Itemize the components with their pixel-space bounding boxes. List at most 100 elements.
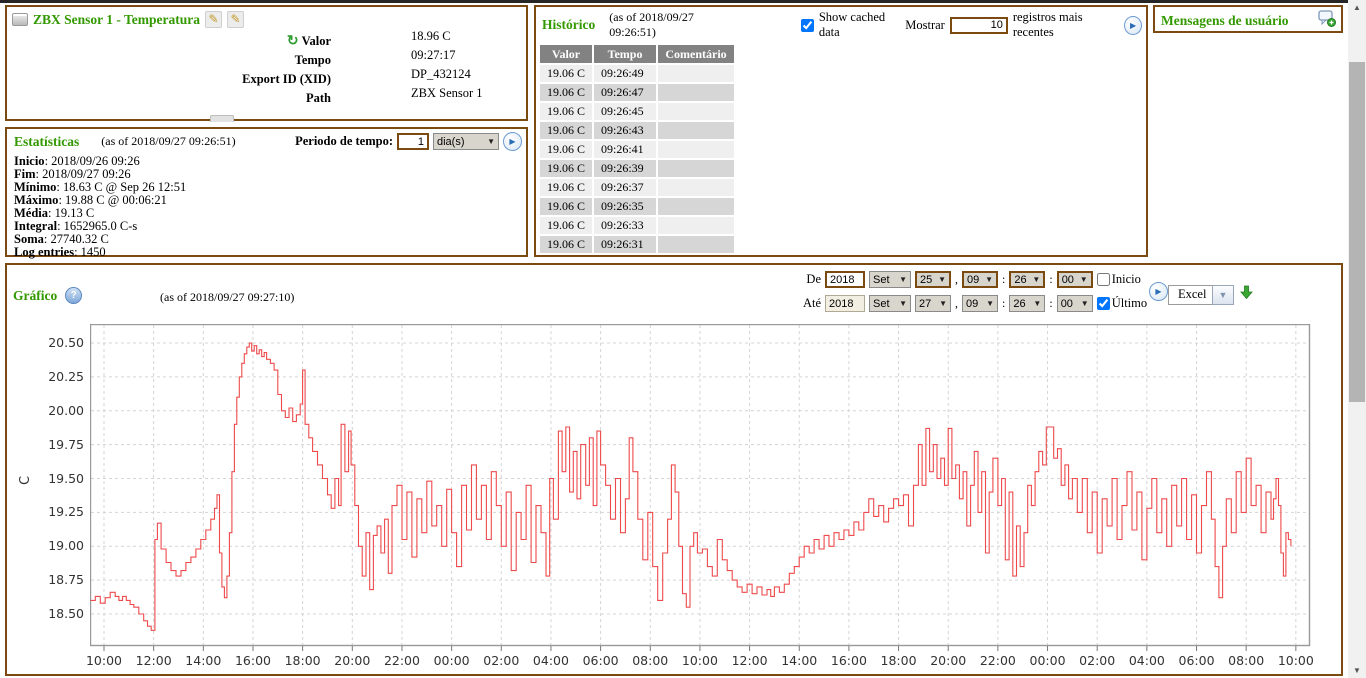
panel-resize-grip[interactable] (210, 115, 234, 122)
help-icon[interactable]: ? (65, 287, 83, 304)
point-detail-row: ↻ Valor 18.96 C (7, 29, 526, 51)
x-tick-label: 10:00 (681, 653, 718, 668)
history-column-header: Valor (540, 45, 593, 63)
inicio-label: Inicio (1111, 272, 1141, 286)
statistics-asof: (as of 2018/09/27 09:26:51) (101, 134, 236, 148)
from-hour-value: 09 (967, 273, 980, 286)
refresh-chart-button[interactable]: ▶ (1149, 282, 1168, 301)
chart-title: Gráfico (13, 287, 58, 303)
to-second-value: 00 (1060, 297, 1073, 310)
table-cell: 09:26:37 (594, 179, 657, 196)
table-row: 19.06 C 09:26:31 (540, 236, 735, 253)
to-day-select[interactable]: 27 ▼ (915, 295, 951, 312)
table-cell: 19.06 C (540, 122, 593, 139)
x-tick-label: 04:00 (1128, 653, 1165, 668)
table-cell: 19.06 C (540, 236, 593, 253)
from-year-input[interactable] (825, 271, 865, 288)
chevron-down-icon: ▼ (899, 299, 907, 308)
table-cell (658, 103, 735, 120)
x-tick-label: 12:00 (135, 653, 172, 668)
y-tick-label: 20.50 (48, 335, 84, 350)
to-year-input[interactable] (825, 295, 865, 312)
inicio-checkbox[interactable] (1096, 273, 1110, 286)
stat-line: Soma: 27740.32 C (14, 232, 109, 246)
datapoint-icon (12, 13, 28, 26)
scrollbar-thumb[interactable] (1349, 62, 1365, 402)
ultimo-checkbox[interactable] (1096, 297, 1110, 310)
x-tick-label: 14:00 (185, 653, 222, 668)
table-row: 19.06 C 09:26:49 (540, 65, 735, 82)
from-month-select[interactable]: Set ▼ (869, 271, 911, 288)
point-detail-label: ↻ Valor (286, 34, 331, 49)
to-hour-value: 09 (966, 297, 979, 310)
refresh-statistics-button[interactable]: ▶ (503, 132, 522, 151)
y-tick-label: 19.25 (48, 504, 84, 520)
ate-label: Até (802, 296, 821, 310)
period-unit-select[interactable]: dia(s) ▼ (433, 133, 499, 150)
table-cell: 19.06 C (540, 217, 593, 234)
x-tick-label: 18:00 (284, 653, 321, 668)
x-tick-label: 06:00 (1178, 653, 1215, 668)
from-minute-select[interactable]: 26 ▼ (1009, 271, 1046, 288)
x-tick-label: 08:00 (632, 653, 669, 668)
scroll-down-icon[interactable]: ▼ (1353, 666, 1361, 675)
add-message-icon[interactable] (1318, 10, 1336, 31)
table-row: 19.06 C 09:26:41 (540, 141, 735, 158)
x-tick-label: 16:00 (234, 653, 271, 668)
vertical-scrollbar[interactable]: ▲ ▼ (1348, 0, 1366, 678)
refresh-history-button[interactable]: ▶ (1124, 15, 1142, 35)
from-day-select[interactable]: 25 ▼ (915, 271, 951, 288)
table-row: 19.06 C 09:26:37 (540, 179, 735, 196)
chevron-down-icon: ▼ (1032, 275, 1041, 284)
scroll-up-icon[interactable]: ▲ (1353, 3, 1361, 12)
messages-title: Mensagens de usuário (1161, 12, 1289, 28)
table-row: 19.06 C 09:26:39 (540, 160, 735, 177)
period-unit-value: dia(s) (437, 135, 465, 148)
table-cell: 09:26:31 (594, 236, 657, 253)
y-tick-label: 20.00 (48, 402, 84, 418)
edit-point-icon[interactable]: ✎ (205, 11, 223, 28)
to-minute-value: 26 (1013, 297, 1026, 310)
to-day-value: 27 (919, 297, 932, 310)
x-tick-label: 04:00 (532, 653, 569, 668)
chevron-down-icon: ▼ (899, 275, 907, 284)
comma-separator: , (955, 272, 958, 286)
to-second-select[interactable]: 00 ▼ (1056, 295, 1093, 312)
comma-separator: , (955, 296, 958, 310)
from-hour-select[interactable]: 09 ▼ (962, 271, 998, 288)
chevron-down-icon: ▼ (1033, 299, 1042, 308)
chart-asof: (as of 2018/09/27 09:27:10) (160, 290, 295, 304)
download-icon[interactable] (1240, 285, 1253, 304)
table-cell: 09:26:41 (594, 141, 657, 158)
export-format-button[interactable]: Excel (1168, 285, 1217, 305)
history-column-header: Tempo (594, 45, 657, 63)
table-row: 19.06 C 09:26:47 (540, 84, 735, 101)
from-minute-value: 26 (1014, 273, 1027, 286)
statistics-panel: Estatísticas (as of 2018/09/27 09:26:51)… (5, 127, 528, 259)
edit-point-text-icon[interactable]: ✎ (227, 11, 245, 28)
to-hour-select[interactable]: 09 ▼ (962, 295, 998, 312)
x-tick-label: 22:00 (979, 653, 1016, 668)
refresh-icon[interactable]: ↻ (286, 34, 299, 49)
mostrar-label: Mostrar (905, 17, 945, 32)
from-second-select[interactable]: 00 ▼ (1056, 271, 1093, 288)
period-input[interactable] (397, 133, 429, 150)
chevron-down-icon: ▼ (986, 299, 994, 308)
export-format-dropdown[interactable]: ▼ (1212, 285, 1234, 305)
colon-separator: : (1049, 272, 1053, 286)
table-row: 19.06 C 09:26:45 (540, 103, 735, 120)
table-cell (658, 122, 735, 139)
chart-plot-area (89, 323, 1312, 658)
stat-line: Integral: 1652965.0 C-s (14, 219, 138, 233)
to-month-select[interactable]: Set ▼ (869, 295, 911, 312)
y-tick-label: 19.75 (48, 436, 84, 452)
show-cached-checkbox[interactable] (800, 18, 814, 32)
point-detail-value: 18.96 C (411, 29, 451, 43)
date-to-row: Até Set ▼ 27 ▼ , 09 ▼ : 26 ▼ : 00 ▼ Último (795, 295, 1147, 312)
x-tick-label: 16:00 (830, 653, 867, 668)
colon-separator: : (1002, 272, 1006, 286)
mostrar-input[interactable] (949, 16, 1008, 34)
table-cell (658, 65, 735, 82)
to-minute-select[interactable]: 26 ▼ (1009, 295, 1046, 312)
table-cell (658, 160, 735, 177)
